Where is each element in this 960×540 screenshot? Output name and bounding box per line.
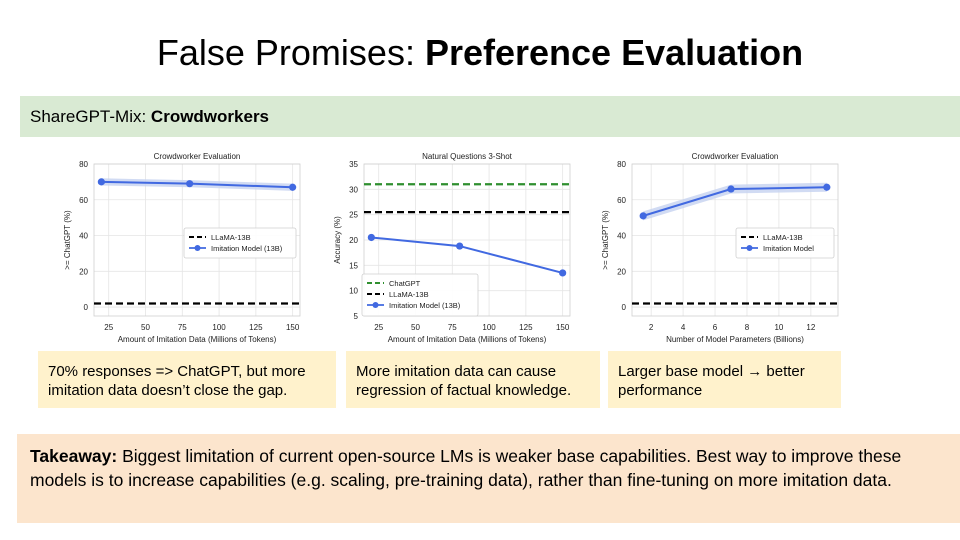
y-tick-label: 0 xyxy=(622,303,627,312)
x-axis-label: Amount of Imitation Data (Millions of To… xyxy=(388,335,547,344)
x-tick-label: 50 xyxy=(141,323,150,332)
x-tick-label: 6 xyxy=(713,323,718,332)
y-tick-label: 20 xyxy=(617,267,626,276)
x-tick-label: 125 xyxy=(249,323,263,332)
note-box-3: Larger base model → better performance xyxy=(608,351,841,408)
legend-label: LLaMA-13B xyxy=(763,233,803,242)
note-box-2: More imitation data can cause regression… xyxy=(346,351,600,408)
legend-label: LLaMA-13B xyxy=(389,290,429,299)
y-tick-label: 20 xyxy=(349,236,358,245)
data-point xyxy=(639,212,647,220)
x-tick-label: 100 xyxy=(482,323,496,332)
legend-label: Imitation Model xyxy=(763,244,814,253)
chart-title: Crowdworker Evaluation xyxy=(692,152,779,161)
y-tick-label: 80 xyxy=(79,160,88,169)
confidence-band xyxy=(643,182,827,221)
y-tick-label: 20 xyxy=(79,267,88,276)
y-tick-label: 60 xyxy=(617,196,626,205)
takeaway-label: Takeaway: xyxy=(30,446,118,466)
y-tick-label: 25 xyxy=(349,211,358,220)
data-point xyxy=(97,178,105,186)
legend-box xyxy=(735,227,835,259)
legend-box xyxy=(361,273,479,317)
x-tick-label: 2 xyxy=(649,323,654,332)
x-tick-label: 10 xyxy=(774,323,783,332)
y-axis-label: Accuracy (%) xyxy=(333,216,342,264)
slide-title: False Promises: Preference Evaluation xyxy=(156,32,804,73)
y-tick-label: 30 xyxy=(349,185,358,194)
x-tick-label: 50 xyxy=(411,323,420,332)
data-point xyxy=(456,242,464,250)
note-box-1: 70% responses => ChatGPT, but more imita… xyxy=(38,351,336,408)
y-axis-label: >= ChatGPT (%) xyxy=(601,210,610,270)
chart-crowdworker-model-size: Crowdworker Evaluation 2 4 6 8 10 12 0 20 40 60 80 N… xyxy=(601,152,839,344)
y-tick-label: 0 xyxy=(84,303,89,312)
y-axis-label: >= ChatGPT (%) xyxy=(63,210,72,270)
note-text-1: 70% responses => ChatGPT, but more imita… xyxy=(48,363,306,399)
x-tick-label: 75 xyxy=(448,323,457,332)
y-tick-label: 80 xyxy=(617,160,626,169)
y-tick-label: 40 xyxy=(617,232,626,241)
x-tick-label: 75 xyxy=(178,323,187,332)
legend-marker xyxy=(372,302,379,308)
legend-label: ChatGPT xyxy=(389,279,421,288)
x-tick-label: 4 xyxy=(681,323,686,332)
takeaway-text: Biggest limitation of current open-sourc… xyxy=(30,446,902,490)
chart-nq-3shot: Natural Questions 3-Shot 25 50 75 100 125 150 5… xyxy=(333,152,571,344)
legend-label: Imitation Model (13B) xyxy=(211,244,283,253)
note-text-3: Larger base model → better performance xyxy=(618,363,805,399)
y-tick-label: 40 xyxy=(79,232,88,241)
x-tick-label: 150 xyxy=(556,323,570,332)
x-tick-label: 150 xyxy=(286,323,300,332)
x-tick-label: 125 xyxy=(519,323,533,332)
legend-box xyxy=(183,227,297,259)
plot-frame xyxy=(93,163,301,317)
dataset-banner: ShareGPT-Mix: Crowdworkers xyxy=(20,96,960,137)
data-point xyxy=(727,185,735,193)
x-tick-label: 100 xyxy=(212,323,226,332)
chart-title: Natural Questions 3-Shot xyxy=(422,152,513,161)
legend-label: Imitation Model (13B) xyxy=(389,301,461,310)
data-point xyxy=(186,180,194,188)
x-tick-label: 25 xyxy=(104,323,113,332)
chart-crowdworker-data-size: Crowdworker Evaluation 25 50 75 100 125 150 0 20… xyxy=(63,152,301,344)
note-text-2: More imitation data can cause regression… xyxy=(356,363,572,399)
legend-marker xyxy=(746,245,753,251)
x-tick-label: 8 xyxy=(745,323,750,332)
y-tick-label: 35 xyxy=(349,160,358,169)
x-axis-label: Number of Model Parameters (Billions) xyxy=(666,335,804,344)
chart-title: Crowdworker Evaluation xyxy=(154,152,241,161)
series-line-imitation-model xyxy=(371,236,563,274)
legend-label: LLaMA-13B xyxy=(211,233,251,242)
y-tick-label: 60 xyxy=(79,196,88,205)
y-tick-label: 5 xyxy=(354,312,359,321)
data-point xyxy=(559,269,567,277)
x-axis-label: Amount of Imitation Data (Millions of To… xyxy=(118,335,277,344)
plot-frame xyxy=(631,163,839,317)
y-tick-label: 10 xyxy=(349,287,358,296)
data-point xyxy=(367,233,375,242)
x-tick-label: 25 xyxy=(374,323,383,332)
data-point xyxy=(823,183,831,191)
x-tick-label: 12 xyxy=(806,323,815,332)
legend-marker xyxy=(194,245,201,251)
data-point xyxy=(289,183,297,191)
y-tick-label: 15 xyxy=(349,261,358,270)
takeaway-box: Takeaway: Biggest limitation of current … xyxy=(17,434,960,523)
